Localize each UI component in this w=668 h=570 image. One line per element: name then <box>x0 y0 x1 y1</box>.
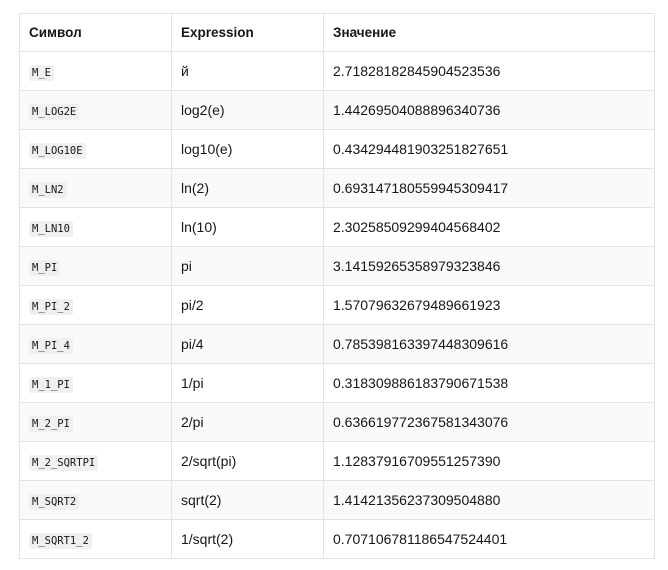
header-value: Значение <box>323 13 655 52</box>
header-symbol: Символ <box>19 13 172 52</box>
expression-cell: ln(10) <box>171 207 324 247</box>
expression-cell: pi <box>171 246 324 286</box>
value-cell: 2.30258509299404568402 <box>323 207 655 247</box>
expression-cell: pi/2 <box>171 285 324 325</box>
value-cell: 0.693147180559945309417 <box>323 168 655 208</box>
value-cell: 0.318309886183790671538 <box>323 363 655 403</box>
symbol-cell: M_PI <box>19 246 172 286</box>
symbol-cell: M_LN2 <box>19 168 172 208</box>
symbol-cell: M_2_SQRTPI <box>19 441 172 481</box>
symbol-code: M_2_PI <box>29 416 73 432</box>
value-cell: 0.785398163397448309616 <box>323 324 655 364</box>
table-row: M_LOG10E log10(e) 0.43429448190325182765… <box>19 129 655 169</box>
math-constants-table: Символ Expression Значение M_E й 2.71828… <box>19 13 655 559</box>
constants-table-container: Символ Expression Значение M_E й 2.71828… <box>19 13 655 559</box>
symbol-cell: M_E <box>19 51 172 91</box>
symbol-code: M_PI_4 <box>29 338 73 354</box>
value-cell: 3.14159265358979323846 <box>323 246 655 286</box>
symbol-code: M_PI_2 <box>29 299 73 315</box>
symbol-code: M_LN2 <box>29 182 67 198</box>
symbol-code: M_LOG10E <box>29 143 86 159</box>
expression-cell: ln(2) <box>171 168 324 208</box>
symbol-code: M_E <box>29 65 54 81</box>
symbol-code: M_PI <box>29 260 61 276</box>
value-cell: 0.434294481903251827651 <box>323 129 655 169</box>
symbol-cell: M_PI_2 <box>19 285 172 325</box>
table-row: M_LN10 ln(10) 2.30258509299404568402 <box>19 207 655 247</box>
table-row: M_LN2 ln(2) 0.693147180559945309417 <box>19 168 655 208</box>
symbol-cell: M_LN10 <box>19 207 172 247</box>
expression-cell: й <box>171 51 324 91</box>
table-row: M_LOG2E log2(e) 1.44269504088896340736 <box>19 90 655 130</box>
expression-cell: 1/sqrt(2) <box>171 519 324 559</box>
symbol-code: M_SQRT2 <box>29 494 80 510</box>
symbol-cell: M_SQRT1_2 <box>19 519 172 559</box>
value-cell: 1.12837916709551257390 <box>323 441 655 481</box>
table-row: M_2_PI 2/pi 0.636619772367581343076 <box>19 402 655 442</box>
header-row: Символ Expression Значение <box>19 13 655 52</box>
symbol-cell: M_LOG10E <box>19 129 172 169</box>
header-expression: Expression <box>171 13 324 52</box>
value-cell: 0.636619772367581343076 <box>323 402 655 442</box>
symbol-cell: M_LOG2E <box>19 90 172 130</box>
symbol-code: M_2_SQRTPI <box>29 455 99 471</box>
expression-cell: 2/pi <box>171 402 324 442</box>
table-header: Символ Expression Значение <box>19 13 655 52</box>
expression-cell: sqrt(2) <box>171 480 324 520</box>
value-cell: 1.41421356237309504880 <box>323 480 655 520</box>
table-row: M_SQRT2 sqrt(2) 1.41421356237309504880 <box>19 480 655 520</box>
symbol-code: M_LOG2E <box>29 104 80 120</box>
table-row: M_SQRT1_2 1/sqrt(2) 0.707106781186547524… <box>19 519 655 559</box>
expression-cell: 2/sqrt(pi) <box>171 441 324 481</box>
expression-cell: log2(e) <box>171 90 324 130</box>
symbol-cell: M_2_PI <box>19 402 172 442</box>
symbol-code: M_LN10 <box>29 221 73 237</box>
symbol-code: M_1_PI <box>29 377 73 393</box>
value-cell: 1.44269504088896340736 <box>323 90 655 130</box>
symbol-code: M_SQRT1_2 <box>29 533 92 549</box>
table-row: M_PI_2 pi/2 1.57079632679489661923 <box>19 285 655 325</box>
expression-cell: 1/pi <box>171 363 324 403</box>
symbol-cell: M_1_PI <box>19 363 172 403</box>
table-row: M_PI pi 3.14159265358979323846 <box>19 246 655 286</box>
value-cell: 0.707106781186547524401 <box>323 519 655 559</box>
value-cell: 2.71828182845904523536 <box>323 51 655 91</box>
expression-cell: log10(e) <box>171 129 324 169</box>
table-row: M_PI_4 pi/4 0.785398163397448309616 <box>19 324 655 364</box>
value-cell: 1.57079632679489661923 <box>323 285 655 325</box>
table-row: M_E й 2.71828182845904523536 <box>19 51 655 91</box>
table-body: M_E й 2.71828182845904523536 M_LOG2E log… <box>19 51 655 559</box>
table-row: M_2_SQRTPI 2/sqrt(pi) 1.1283791670955125… <box>19 441 655 481</box>
symbol-cell: M_SQRT2 <box>19 480 172 520</box>
expression-cell: pi/4 <box>171 324 324 364</box>
table-row: M_1_PI 1/pi 0.318309886183790671538 <box>19 363 655 403</box>
symbol-cell: M_PI_4 <box>19 324 172 364</box>
